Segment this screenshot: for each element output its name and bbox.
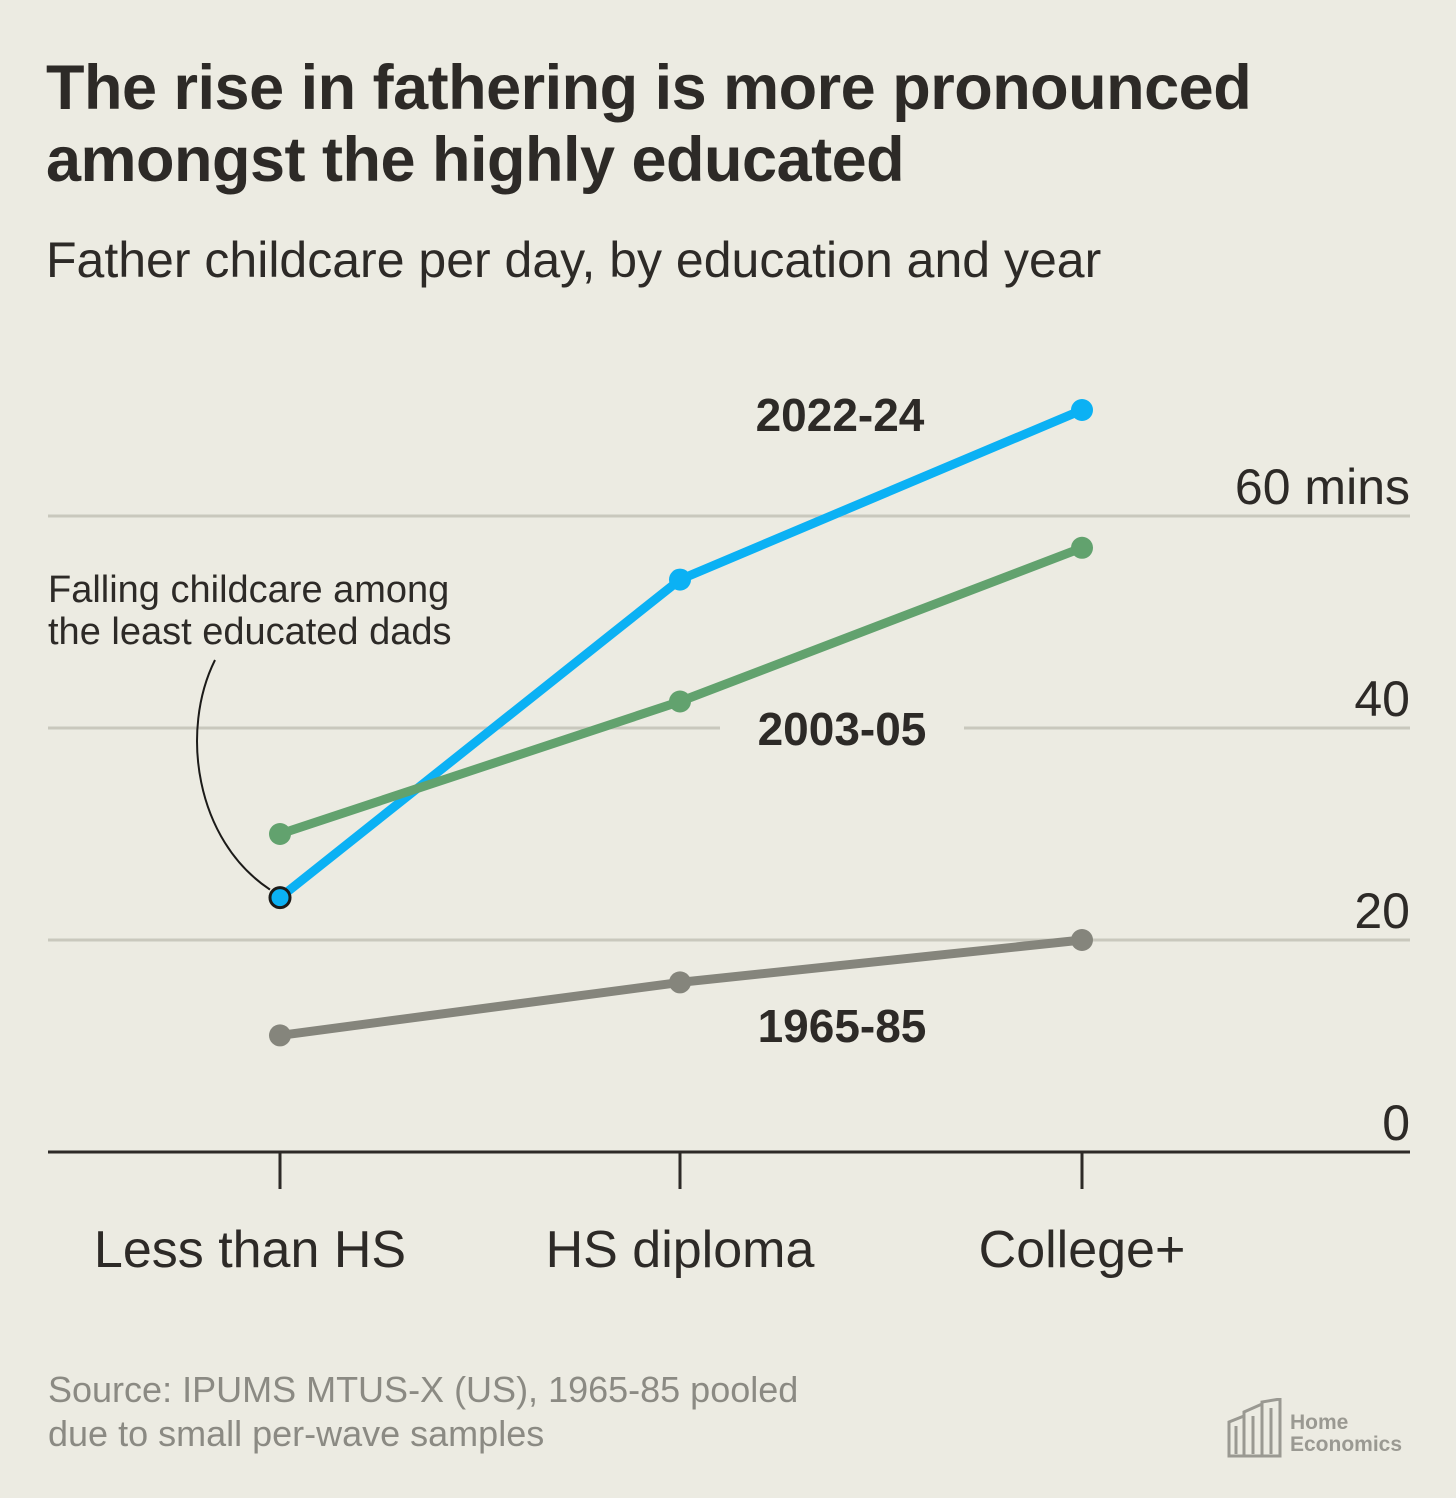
y-tick-label-60: 60 mins	[1235, 459, 1410, 515]
home-economics-logo: Home Economics	[1226, 1397, 1426, 1462]
series-label-bg-1965-85	[720, 1002, 964, 1054]
x-tick-label-1: HS diploma	[546, 1221, 815, 1279]
series-label-bg-2003-05	[720, 705, 964, 757]
point-1965-85-1	[669, 971, 691, 994]
series-label-2003-05: 2003-05	[758, 703, 927, 755]
chart-subtitle: Father childcare per day, by education a…	[46, 232, 1102, 288]
annotation-leader-line	[196, 659, 271, 891]
point-2022-24-1	[669, 568, 691, 591]
source-note: Source: IPUMS MTUS-X (US), 1965-85 poole…	[48, 1368, 1008, 1456]
point-2003-05-1	[669, 690, 691, 713]
source-line-2: due to small per-wave samples	[48, 1413, 545, 1454]
logo-text: Home Economics	[1290, 1412, 1402, 1456]
series-label-1965-85: 1965-85	[758, 1000, 927, 1052]
source-line-1: Source: IPUMS MTUS-X (US), 1965-85 poole…	[48, 1369, 799, 1410]
series-labels: 2022-24 2003-05 1965-85	[718, 389, 964, 1054]
point-2022-24-2	[1071, 399, 1093, 421]
y-tick-labels: 0 20 40 60 mins	[1235, 459, 1410, 1151]
x-axis: Less than HS HS diploma College+	[48, 1150, 1410, 1279]
y-tick-label-0: 0	[1382, 1095, 1410, 1151]
point-2003-05-2	[1071, 536, 1093, 559]
point-1965-85-2	[1071, 929, 1093, 951]
x-tick-label-0: Less than HS	[94, 1221, 406, 1279]
series-label-bg-2022-24	[718, 391, 962, 443]
series-line-2022-24	[275, 405, 1087, 903]
logo-line-2: Economics	[1290, 1433, 1403, 1456]
series	[268, 399, 1093, 1047]
logo-line-1: Home	[1290, 1411, 1349, 1434]
series-label-2022-24: 2022-24	[756, 389, 925, 441]
annotation-text-line-2: the least educated dads	[48, 611, 452, 653]
annotation-text-line-1: Falling childcare among	[48, 569, 449, 611]
point-1965-85-0	[269, 1024, 291, 1047]
point-2003-05-0	[269, 823, 291, 845]
point-2022-24-0	[268, 886, 292, 910]
y-tick-label-40: 40	[1354, 671, 1410, 727]
y-tick-label-20: 20	[1354, 883, 1410, 939]
building-icon	[1227, 1397, 1282, 1458]
chart-title: The rise in fathering is more pronounced…	[46, 53, 1252, 195]
x-tick-label-2: College+	[979, 1221, 1186, 1279]
